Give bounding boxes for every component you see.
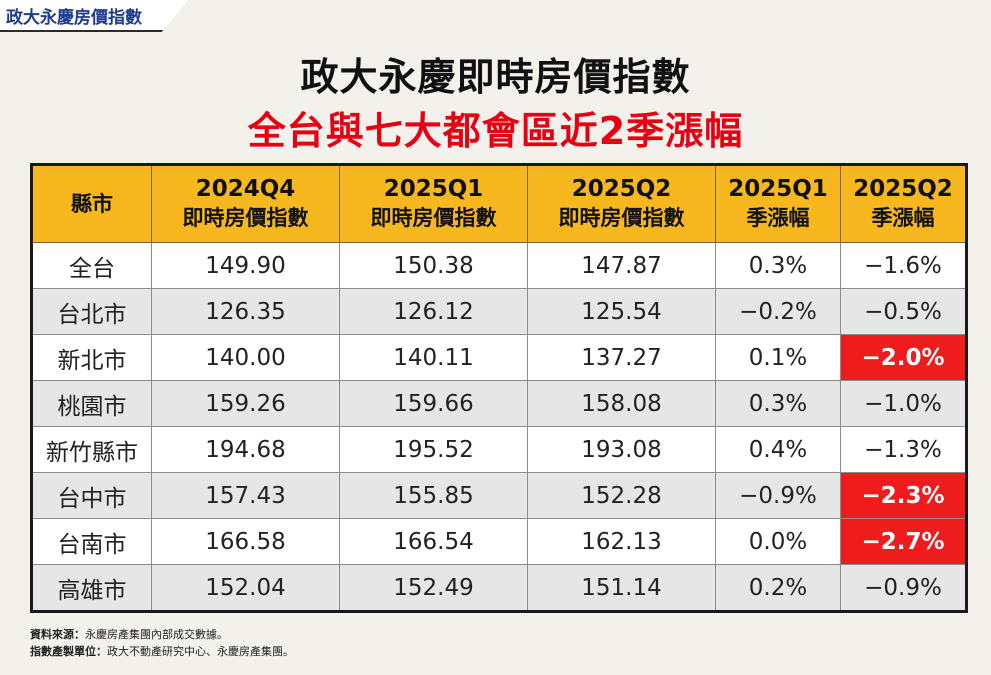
cell-2025q1-change: 0.3% [715, 380, 841, 427]
cell-2025q2-change: −1.3% [840, 426, 967, 473]
cell-2025q1-change: 0.3% [715, 242, 841, 289]
cell-2024q4-index: 157.43 [151, 472, 340, 519]
cell-2025q1-change: 0.0% [715, 518, 841, 565]
cell-2025q2-change: −0.9% [840, 564, 967, 612]
cell-2025q1-change: −0.2% [715, 288, 841, 335]
header-2024q4-index: 2024Q4 即時房價指數 [151, 164, 340, 243]
cell-2025q2-change: −2.3% [840, 472, 967, 519]
footer-source: 資料來源：永慶房產集團內部成交數據。 [30, 626, 294, 643]
cell-2025q2-index: 152.28 [527, 472, 716, 519]
cell-2025q1-change: 0.4% [715, 426, 841, 473]
header-2025q2-change: 2025Q2 季漲幅 [840, 164, 967, 243]
cell-2025q2-change: −0.5% [840, 288, 967, 335]
cell-city: 新竹縣市 [31, 426, 152, 473]
footer-source-label: 資料來源： [30, 628, 85, 641]
cell-city: 高雄市 [31, 564, 152, 612]
table-row: 台中市 157.43 155.85 152.28 −0.9% −2.3% [31, 472, 967, 519]
cell-2025q1-index: 126.12 [339, 288, 528, 335]
header-2025q2-index: 2025Q2 即時房價指數 [527, 164, 716, 243]
cell-2025q2-index: 162.13 [527, 518, 716, 565]
cell-2025q1-index: 152.49 [339, 564, 528, 612]
cell-city: 台中市 [31, 472, 152, 519]
cell-2024q4-index: 166.58 [151, 518, 340, 565]
cell-2025q1-change: −0.9% [715, 472, 841, 519]
table-header-row: 縣市 2024Q4 即時房價指數 2025Q1 即時房價指數 2025Q2 即時房價指… [31, 164, 967, 243]
cell-2025q2-index: 158.08 [527, 380, 716, 427]
table-row: 高雄市 152.04 152.49 151.14 0.2% −0.9% [31, 564, 967, 612]
table-row: 新竹縣市 194.68 195.52 193.08 0.4% −1.3% [31, 426, 967, 473]
header-2025q1-index: 2025Q1 即時房價指數 [339, 164, 528, 243]
header-2025q1-change: 2025Q1 季漲幅 [715, 164, 841, 243]
footer-producer-text: 政大不動產研究中心、永慶房產集團。 [107, 645, 294, 658]
cell-2025q1-index: 166.54 [339, 518, 528, 565]
cell-city: 台南市 [31, 518, 152, 565]
table-row: 台南市 166.58 166.54 162.13 0.0% −2.7% [31, 518, 967, 565]
cell-2025q2-change: −1.6% [840, 242, 967, 289]
cell-2025q1-change: 0.1% [715, 334, 841, 381]
cell-2024q4-index: 140.00 [151, 334, 340, 381]
brand-badge: 政大永慶房價指數 [0, 0, 188, 32]
cell-city: 台北市 [31, 288, 152, 335]
cell-2025q1-index: 159.66 [339, 380, 528, 427]
cell-2025q2-index: 125.54 [527, 288, 716, 335]
cell-2025q1-index: 195.52 [339, 426, 528, 473]
cell-city: 新北市 [31, 334, 152, 381]
brand-badge-text: 政大永慶房價指數 [6, 8, 142, 28]
table-row: 全台 149.90 150.38 147.87 0.3% −1.6% [31, 242, 967, 289]
cell-2025q2-change: −2.0% [840, 334, 967, 381]
cell-2024q4-index: 126.35 [151, 288, 340, 335]
page-title: 政大永慶即時房價指數 [300, 55, 691, 99]
cell-2025q2-index: 147.87 [527, 242, 716, 289]
footer-producer-label: 指數產製單位： [30, 645, 107, 658]
cell-2025q1-index: 155.85 [339, 472, 528, 519]
cell-2024q4-index: 159.26 [151, 380, 340, 427]
table-row: 台北市 126.35 126.12 125.54 −0.2% −0.5% [31, 288, 967, 335]
cell-2025q2-change: −1.0% [840, 380, 967, 427]
footer-notes: 資料來源：永慶房產集團內部成交數據。 指數產製單位：政大不動產研究中心、永慶房產… [30, 626, 294, 660]
cell-city: 桃園市 [31, 380, 152, 427]
cell-2025q2-index: 151.14 [527, 564, 716, 612]
table-row: 桃園市 159.26 159.66 158.08 0.3% −1.0% [31, 380, 967, 427]
cell-2025q1-index: 150.38 [339, 242, 528, 289]
price-index-table: 縣市 2024Q4 即時房價指數 2025Q1 即時房價指數 2025Q2 即時房價指… [30, 163, 968, 613]
header-city: 縣市 [31, 164, 152, 243]
cell-2024q4-index: 194.68 [151, 426, 340, 473]
cell-2024q4-index: 149.90 [151, 242, 340, 289]
cell-2025q2-index: 137.27 [527, 334, 716, 381]
table-body: 全台 149.90 150.38 147.87 0.3% −1.6% 台北市 126.35 12… [31, 242, 967, 612]
footer-source-text: 永慶房產集團內部成交數據。 [85, 628, 228, 641]
cell-city: 全台 [31, 242, 152, 289]
cell-2025q2-change: −2.7% [840, 518, 967, 565]
page-subtitle: 全台與七大都會區近2季漲幅 [247, 109, 744, 153]
cell-2024q4-index: 152.04 [151, 564, 340, 612]
cell-2025q1-change: 0.2% [715, 564, 841, 612]
cell-2025q1-index: 140.11 [339, 334, 528, 381]
cell-2025q2-index: 193.08 [527, 426, 716, 473]
footer-producer: 指數產製單位：政大不動產研究中心、永慶房產集團。 [30, 643, 294, 660]
table-row: 新北市 140.00 140.11 137.27 0.1% −2.0% [31, 334, 967, 381]
